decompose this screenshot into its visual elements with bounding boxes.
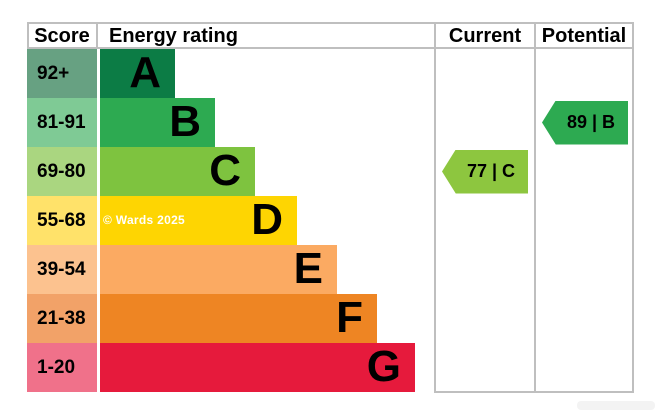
current-column-header: Current (448, 25, 522, 47)
score-column-header: Score (34, 25, 90, 47)
band-bar-a: A (100, 49, 175, 98)
score-range-g: 1-20 (27, 343, 97, 392)
score-range-c: 69-80 (27, 147, 97, 196)
current-rating-arrow: 77 | C (442, 149, 528, 194)
copyright-watermark: © Wards 2025 (103, 213, 186, 227)
table-bottom-border (434, 391, 634, 393)
band-bar-g: G (100, 343, 415, 392)
band-row-g: 1-20 G (27, 343, 634, 392)
current-column-left-border (434, 22, 436, 393)
band-row-d: 55-68 D (27, 196, 634, 245)
header-left-border (27, 22, 29, 49)
band-letter: G (366, 342, 401, 391)
band-bar-b: B (100, 98, 215, 147)
band-row-f: 21-38 F (27, 294, 634, 343)
score-range-d: 55-68 (27, 196, 97, 245)
score-column-divider (96, 22, 98, 49)
band-letter: A (129, 48, 161, 97)
band-letter: E (293, 244, 323, 293)
band-letter: F (336, 293, 363, 342)
score-range-e: 39-54 (27, 245, 97, 294)
band-row-c: 69-80 C (27, 147, 634, 196)
band-bar-d: D (100, 196, 297, 245)
band-bar-e: E (100, 245, 337, 294)
current-rating-label: 77 | C (466, 161, 516, 181)
band-row-e: 39-54 E (27, 245, 634, 294)
potential-column-header: Potential (541, 25, 627, 47)
table-top-border (27, 22, 634, 24)
score-range-f: 21-38 (27, 294, 97, 343)
band-bar-f: F (100, 294, 377, 343)
potential-rating-label: 89 | B (566, 112, 616, 132)
band-row-b: 81-91 B (27, 98, 634, 147)
band-bar-c: C (100, 147, 255, 196)
score-range-b: 81-91 (27, 98, 97, 147)
band-letter: B (169, 97, 201, 146)
potential-rating-arrow: 89 | B (542, 100, 628, 145)
band-letter: D (251, 195, 283, 244)
score-range-a: 92+ (27, 49, 97, 98)
current-column-right-border (534, 22, 536, 393)
band-letter: C (209, 146, 241, 195)
header-bottom-border (27, 47, 634, 49)
energy-rating-column-header: Energy rating (109, 25, 238, 47)
band-row-a: 92+ A (27, 49, 634, 98)
table-right-border (632, 22, 634, 393)
watermark-fragment (577, 401, 655, 410)
